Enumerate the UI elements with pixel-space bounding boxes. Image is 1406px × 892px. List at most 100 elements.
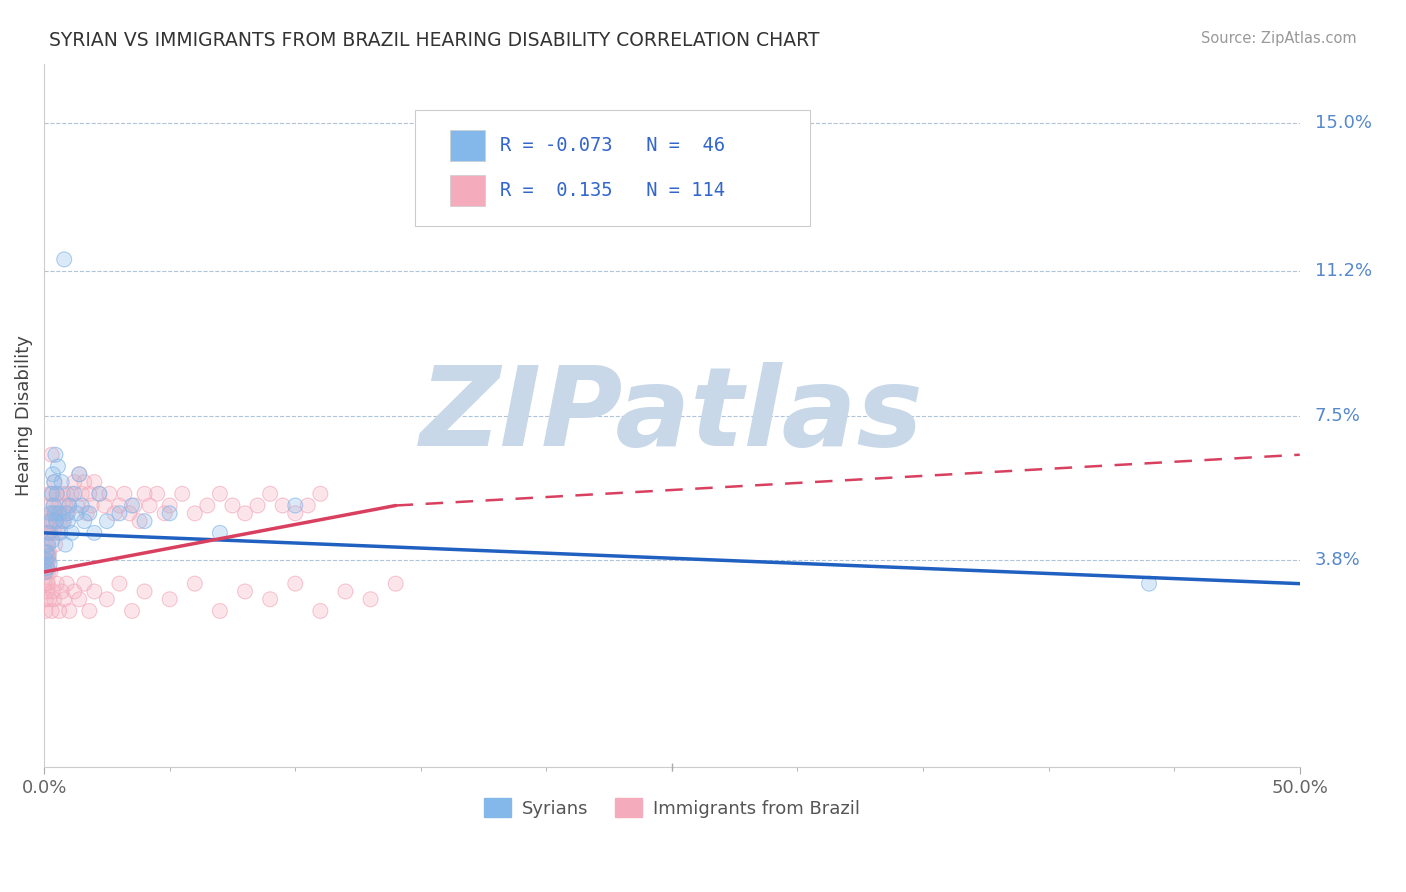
Point [184, 506, 207, 520]
Point [46, 525, 69, 540]
Point [45, 506, 67, 520]
Point [35, 553, 58, 567]
Point [233, 584, 256, 599]
Point [39, 514, 62, 528]
Point [37, 584, 59, 599]
Point [208, 487, 231, 501]
Point [38, 557, 60, 571]
Point [37, 553, 59, 567]
Point [63, 487, 86, 501]
Point [309, 487, 332, 501]
Point [41, 604, 63, 618]
Point [153, 506, 176, 520]
Point [124, 499, 146, 513]
Point [309, 604, 332, 618]
Point [34, 576, 56, 591]
Point [38, 525, 60, 540]
Point [259, 592, 281, 607]
Point [60, 487, 83, 501]
Point [44, 506, 66, 520]
Point [44, 538, 66, 552]
Point [108, 506, 131, 520]
Point [1137, 576, 1160, 591]
Point [44, 592, 66, 607]
Text: R =  0.135   N = 114: R = 0.135 N = 114 [501, 181, 725, 200]
Point [35, 538, 58, 552]
Point [53, 514, 76, 528]
Point [46, 525, 69, 540]
Point [42, 514, 65, 528]
Point [114, 487, 136, 501]
Point [34, 565, 56, 579]
Point [37, 553, 59, 567]
Point [172, 487, 194, 501]
Point [103, 506, 125, 520]
Point [34, 576, 56, 591]
Point [34, 561, 56, 575]
Point [45, 487, 67, 501]
Point [37, 561, 59, 575]
Point [44, 475, 66, 489]
Point [67, 467, 90, 482]
Point [38, 549, 60, 564]
Point [83, 525, 105, 540]
Point [51, 506, 73, 520]
Bar [450, 130, 485, 161]
Point [56, 506, 79, 520]
Text: SYRIAN VS IMMIGRANTS FROM BRAZIL HEARING DISABILITY CORRELATION CHART: SYRIAN VS IMMIGRANTS FROM BRAZIL HEARING… [49, 31, 820, 50]
Point [70, 499, 93, 513]
Point [52, 514, 75, 528]
Point [34, 545, 56, 559]
Point [67, 467, 90, 482]
Point [41, 604, 63, 618]
Point [83, 525, 105, 540]
Point [83, 475, 105, 489]
Point [49, 514, 72, 528]
Point [34, 561, 56, 575]
Point [48, 499, 70, 513]
Point [118, 506, 141, 520]
Point [38, 553, 60, 567]
Point [39, 525, 62, 540]
Point [284, 576, 307, 591]
Point [138, 499, 160, 513]
Point [51, 584, 73, 599]
Point [34, 565, 56, 579]
Point [134, 487, 156, 501]
Point [35, 545, 58, 559]
Point [41, 487, 63, 501]
Point [49, 525, 72, 540]
Point [67, 592, 90, 607]
Point [42, 499, 65, 513]
Point [80, 499, 103, 513]
Point [42, 467, 65, 482]
Point [83, 475, 105, 489]
Point [34, 545, 56, 559]
Point [39, 506, 62, 520]
Point [108, 499, 131, 513]
Text: Source: ZipAtlas.com: Source: ZipAtlas.com [1201, 31, 1357, 46]
Point [271, 499, 294, 513]
Point [55, 538, 77, 552]
Point [89, 487, 111, 501]
Point [259, 487, 281, 501]
Text: 7.5%: 7.5% [1315, 407, 1361, 425]
Point [70, 499, 93, 513]
Point [284, 499, 307, 513]
Point [39, 525, 62, 540]
Point [134, 584, 156, 599]
Point [37, 538, 59, 552]
Point [335, 584, 357, 599]
Point [55, 576, 77, 591]
Point [37, 576, 59, 591]
Point [221, 499, 243, 513]
Point [51, 584, 73, 599]
Point [98, 487, 121, 501]
Point [58, 604, 80, 618]
Point [35, 592, 58, 607]
Point [48, 506, 70, 520]
Point [46, 459, 69, 474]
Point [208, 487, 231, 501]
Point [108, 576, 131, 591]
Point [44, 475, 66, 489]
